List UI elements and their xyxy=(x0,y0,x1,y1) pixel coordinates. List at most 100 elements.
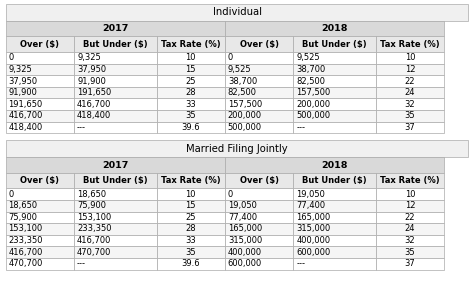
Text: 9,525: 9,525 xyxy=(228,65,251,74)
Text: But Under ($): But Under ($) xyxy=(83,40,147,49)
Bar xyxy=(376,87,444,98)
Bar xyxy=(74,188,156,200)
Text: 35: 35 xyxy=(185,248,196,257)
Bar xyxy=(74,200,156,211)
Bar xyxy=(225,211,293,223)
Text: 470,700: 470,700 xyxy=(9,259,43,268)
Text: 32: 32 xyxy=(405,100,415,109)
Bar xyxy=(376,172,444,188)
Text: 19,050: 19,050 xyxy=(228,201,257,210)
Text: 9,325: 9,325 xyxy=(9,65,32,74)
Bar xyxy=(156,52,225,64)
Text: 400,000: 400,000 xyxy=(296,236,330,245)
Text: 18,650: 18,650 xyxy=(77,190,106,199)
Text: 35: 35 xyxy=(405,248,415,257)
Text: 15: 15 xyxy=(185,201,196,210)
Bar xyxy=(6,140,468,158)
Bar xyxy=(6,223,74,235)
Text: 2018: 2018 xyxy=(321,24,348,33)
Text: 2018: 2018 xyxy=(321,161,348,169)
Bar xyxy=(293,52,376,64)
Bar xyxy=(293,64,376,75)
Bar xyxy=(293,87,376,98)
Text: But Under ($): But Under ($) xyxy=(83,176,147,185)
Bar xyxy=(293,122,376,133)
Text: 600,000: 600,000 xyxy=(296,248,330,257)
Text: 315,000: 315,000 xyxy=(228,236,262,245)
Bar xyxy=(74,52,156,64)
Bar xyxy=(376,258,444,270)
Bar xyxy=(74,211,156,223)
Text: 500,000: 500,000 xyxy=(228,123,262,132)
Text: Tax Rate (%): Tax Rate (%) xyxy=(380,40,440,49)
Bar xyxy=(6,110,74,122)
Text: 12: 12 xyxy=(405,65,415,74)
Text: 315,000: 315,000 xyxy=(296,224,330,233)
Text: 10: 10 xyxy=(185,190,196,199)
Text: 38,700: 38,700 xyxy=(296,65,326,74)
Bar xyxy=(6,52,74,64)
Bar xyxy=(293,235,376,246)
Text: 35: 35 xyxy=(405,111,415,120)
Bar xyxy=(74,122,156,133)
Text: 77,400: 77,400 xyxy=(296,201,326,210)
Text: 77,400: 77,400 xyxy=(228,213,257,222)
Text: 15: 15 xyxy=(185,65,196,74)
Bar xyxy=(225,64,293,75)
Bar xyxy=(225,21,444,36)
Text: ---: --- xyxy=(77,123,86,132)
Text: 200,000: 200,000 xyxy=(296,100,330,109)
Bar xyxy=(156,75,225,87)
Text: 500,000: 500,000 xyxy=(296,111,330,120)
Text: 35: 35 xyxy=(185,111,196,120)
Bar xyxy=(156,258,225,270)
Text: 157,500: 157,500 xyxy=(228,100,262,109)
Text: 37: 37 xyxy=(405,123,415,132)
Text: 416,700: 416,700 xyxy=(9,248,43,257)
Bar xyxy=(376,211,444,223)
Bar xyxy=(225,75,293,87)
Bar xyxy=(376,52,444,64)
Text: 9,325: 9,325 xyxy=(77,53,101,62)
Text: Tax Rate (%): Tax Rate (%) xyxy=(161,40,220,49)
Text: 191,650: 191,650 xyxy=(9,100,43,109)
Text: 418,400: 418,400 xyxy=(9,123,43,132)
Bar xyxy=(74,223,156,235)
Text: 33: 33 xyxy=(185,100,196,109)
Text: 28: 28 xyxy=(185,88,196,97)
Text: 233,350: 233,350 xyxy=(9,236,43,245)
Bar xyxy=(6,122,74,133)
Text: 416,700: 416,700 xyxy=(77,236,111,245)
Bar xyxy=(293,258,376,270)
Text: 91,900: 91,900 xyxy=(77,76,106,85)
Bar xyxy=(376,110,444,122)
Text: 19,050: 19,050 xyxy=(296,190,325,199)
Text: Married Filing Jointly: Married Filing Jointly xyxy=(186,144,288,154)
Text: 39.6: 39.6 xyxy=(182,123,200,132)
Text: 82,500: 82,500 xyxy=(296,76,325,85)
Text: 418,400: 418,400 xyxy=(77,111,111,120)
Bar xyxy=(6,64,74,75)
Bar xyxy=(74,258,156,270)
Bar xyxy=(225,172,293,188)
Bar xyxy=(6,172,74,188)
Text: 416,700: 416,700 xyxy=(9,111,43,120)
Text: 37,950: 37,950 xyxy=(9,76,37,85)
Bar xyxy=(6,246,74,258)
Bar xyxy=(156,223,225,235)
Text: 37: 37 xyxy=(405,259,415,268)
Text: 10: 10 xyxy=(405,53,415,62)
Text: Over ($): Over ($) xyxy=(20,176,59,185)
Bar xyxy=(376,98,444,110)
Text: 18,650: 18,650 xyxy=(9,201,37,210)
Bar xyxy=(376,188,444,200)
Bar xyxy=(74,87,156,98)
Bar xyxy=(6,87,74,98)
Text: 25: 25 xyxy=(185,76,196,85)
Text: 12: 12 xyxy=(405,201,415,210)
Bar xyxy=(156,36,225,52)
Bar xyxy=(376,223,444,235)
Bar xyxy=(156,98,225,110)
Bar xyxy=(6,188,74,200)
Text: 470,700: 470,700 xyxy=(77,248,111,257)
